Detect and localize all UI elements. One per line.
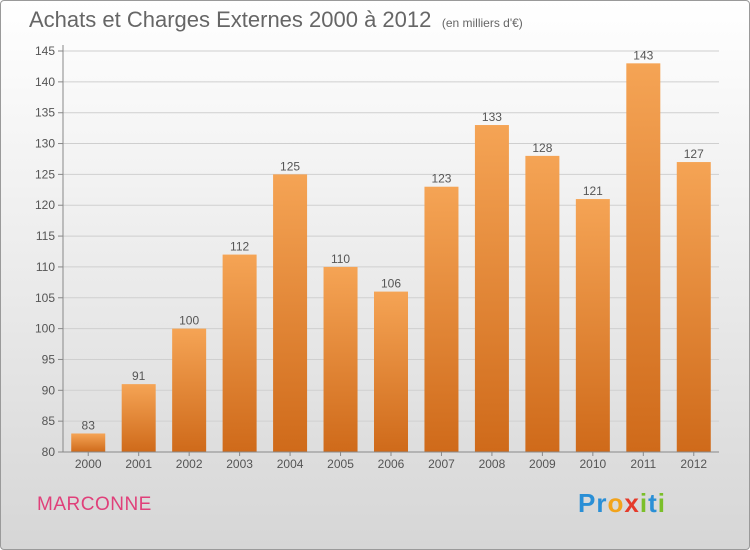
bar-value-label: 112 bbox=[230, 240, 249, 254]
bar bbox=[676, 162, 711, 453]
brand-letter: i bbox=[639, 488, 649, 518]
x-tick-label: 2007 bbox=[428, 457, 455, 471]
bar-value-label: 83 bbox=[82, 418, 96, 432]
x-tick-label: 2006 bbox=[378, 457, 405, 471]
y-tick-label: 85 bbox=[42, 414, 56, 428]
y-tick-label: 100 bbox=[35, 322, 55, 336]
bar-value-label: 110 bbox=[331, 252, 350, 266]
brand-letter: x bbox=[624, 488, 640, 518]
bar bbox=[525, 155, 560, 452]
bar-value-label: 123 bbox=[431, 172, 451, 186]
y-tick-label: 105 bbox=[35, 291, 55, 305]
x-tick-label: 2000 bbox=[75, 457, 102, 471]
chart-title: Achats et Charges Externes 2000 à 2012 bbox=[29, 7, 432, 32]
bar bbox=[575, 199, 610, 452]
x-tick-label: 2002 bbox=[176, 457, 203, 471]
bar-value-label: 127 bbox=[684, 147, 704, 161]
bar-value-label: 91 bbox=[132, 369, 146, 383]
bar-value-label: 100 bbox=[179, 314, 199, 328]
y-tick-label: 130 bbox=[35, 137, 55, 151]
y-tick-label: 110 bbox=[36, 260, 55, 274]
bar bbox=[172, 328, 207, 452]
x-tick-label: 2001 bbox=[125, 457, 152, 471]
brand-letter: r bbox=[596, 488, 608, 518]
bar bbox=[121, 384, 156, 452]
y-tick-label: 120 bbox=[35, 198, 55, 212]
y-tick-label: 115 bbox=[36, 229, 55, 243]
y-tick-label: 95 bbox=[42, 352, 56, 366]
x-tick-label: 2009 bbox=[529, 457, 556, 471]
brand-letter: o bbox=[607, 488, 625, 518]
bar bbox=[374, 291, 408, 452]
bar bbox=[626, 63, 661, 452]
x-tick-label: 2012 bbox=[680, 457, 707, 471]
y-tick-label: 80 bbox=[42, 445, 56, 459]
bar bbox=[273, 174, 308, 452]
bar-value-label: 143 bbox=[633, 48, 653, 62]
bar-value-label: 128 bbox=[532, 141, 552, 155]
y-tick-label: 135 bbox=[35, 106, 55, 120]
x-tick-label: 2004 bbox=[277, 457, 304, 471]
bar bbox=[424, 186, 459, 452]
bar-value-label: 133 bbox=[482, 110, 502, 124]
y-tick-label: 125 bbox=[35, 167, 55, 181]
x-tick-label: 2010 bbox=[579, 457, 606, 471]
bar-value-label: 106 bbox=[381, 277, 401, 291]
chart-title-block: Achats et Charges Externes 2000 à 2012 (… bbox=[29, 7, 523, 33]
brand-letter: P bbox=[578, 488, 597, 518]
bars bbox=[71, 63, 711, 453]
location-label: MARCONNE bbox=[37, 494, 152, 515]
x-tick-label: 2008 bbox=[479, 457, 506, 471]
y-tick-label: 145 bbox=[35, 44, 55, 58]
brand-letter: t bbox=[648, 488, 658, 518]
data-labels: 83 91 100 112 125 110 106 123 133 128 121 143 127 bbox=[82, 48, 705, 432]
bar bbox=[323, 266, 358, 452]
chart-subtitle: (en milliers d'€) bbox=[441, 16, 523, 30]
bar bbox=[222, 254, 257, 452]
bar bbox=[71, 433, 106, 452]
x-tick-label: 2005 bbox=[327, 457, 354, 471]
axes: 80 85 90 95 100 105 110 115 120 125 130 135 140 145 20… bbox=[35, 44, 719, 471]
bar-value-label: 121 bbox=[583, 184, 603, 198]
y-tick-label: 90 bbox=[42, 383, 56, 397]
bar-value-label: 125 bbox=[280, 159, 300, 173]
x-tick-label: 2003 bbox=[226, 457, 253, 471]
y-tick-label: 140 bbox=[35, 75, 55, 89]
brand-letter: i bbox=[657, 488, 666, 518]
bar bbox=[474, 125, 509, 453]
x-tick-label: 2011 bbox=[630, 457, 656, 471]
brand-logo: Proxiti bbox=[578, 488, 666, 519]
